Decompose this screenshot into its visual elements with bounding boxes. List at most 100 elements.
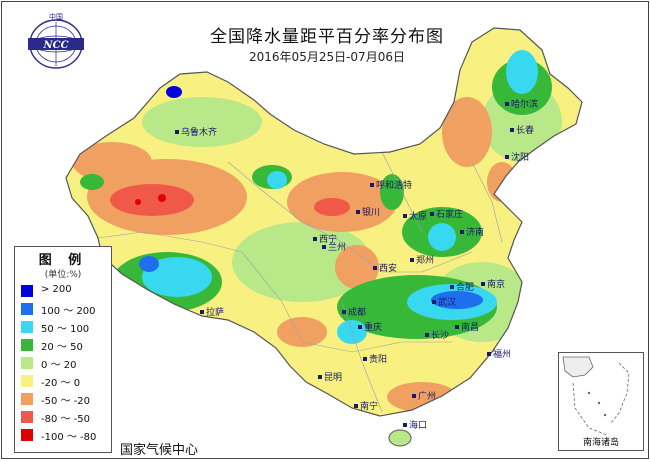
city-label: 福州: [493, 348, 511, 360]
city-label: 呼和浩特: [376, 179, 412, 191]
legend-label: 0 ～ 20: [41, 360, 77, 371]
city-label: 哈尔滨: [511, 98, 538, 110]
legend-label: > 200: [41, 284, 72, 295]
legend-item: 100 ～ 200: [21, 301, 111, 317]
hainan-island: [388, 429, 412, 447]
city-marker: [403, 423, 407, 427]
map-title: 全国降水量距平百分率分布图: [210, 27, 444, 47]
city-marker: [342, 310, 346, 314]
city-marker: [370, 183, 374, 187]
city-marker: [410, 258, 414, 262]
city-marker: [313, 237, 317, 241]
logo-top-text: 中国: [49, 12, 63, 21]
city-marker: [430, 212, 434, 216]
legend-swatch: [21, 303, 33, 315]
legend-swatch: [21, 429, 33, 441]
legend-item: -50 ～ -20: [21, 391, 111, 407]
city-label: 重庆: [364, 321, 382, 333]
legend-swatch: [21, 285, 33, 297]
city-marker: [412, 394, 416, 398]
inset-map: [562, 356, 630, 436]
legend-swatch: [21, 411, 33, 423]
legend-item: 50 ～ 100: [21, 319, 111, 335]
legend-label: -20 ～ 0: [41, 378, 81, 389]
city-marker: [425, 333, 429, 337]
city-label: 石家庄: [436, 208, 463, 220]
legend-item: 0 ～ 20: [21, 355, 111, 371]
city-marker: [200, 310, 204, 314]
anomaly-patches: [72, 50, 562, 412]
city-label: 南昌: [461, 321, 479, 333]
city-marker: [358, 325, 362, 329]
city-label: 武汉: [438, 296, 456, 308]
city-marker: [432, 300, 436, 304]
legend-item: -80 ～ -50: [21, 409, 111, 425]
legend-label: 100 ～ 200: [41, 306, 96, 317]
legend: 图 例 (单位:%) > 200 100 ～ 200 50 ～ 100 20 ～…: [14, 246, 112, 453]
legend-label: -80 ～ -50: [41, 414, 91, 425]
city-label: 南京: [487, 278, 505, 290]
city-label: 沈阳: [511, 151, 529, 163]
city-label: 拉萨: [206, 306, 224, 318]
map-period: 2016年05月25日-07月06日: [249, 50, 405, 64]
city-label: 郑州: [416, 254, 434, 266]
legend-title: 图 例: [38, 253, 88, 268]
city-marker: [363, 357, 367, 361]
legend-label: 20 ～ 50: [41, 342, 83, 353]
legend-swatch: [21, 357, 33, 369]
legend-swatch: [21, 393, 33, 405]
city-marker: [505, 155, 509, 159]
city-label: 西宁: [319, 233, 337, 245]
city-label: 成都: [348, 306, 366, 318]
legend-swatch: [21, 339, 33, 351]
city-label: 长沙: [431, 329, 449, 341]
city-marker: [318, 375, 322, 379]
city-label: 南宁: [360, 400, 378, 412]
city-marker: [487, 352, 491, 356]
legend-item: -100 ～ -80: [21, 427, 111, 443]
country-outline: [65, 27, 583, 417]
city-label: 合肥: [456, 281, 474, 293]
city-label: 西安: [379, 262, 397, 274]
city-marker: [460, 230, 464, 234]
city-label: 太原: [409, 210, 427, 222]
province-boundaries: [97, 151, 503, 413]
city-label: 银川: [362, 206, 380, 218]
south-china-sea-inset: 南海诸岛: [558, 352, 644, 451]
legend-item: -20 ～ 0: [21, 373, 111, 389]
legend-swatch: [21, 375, 33, 387]
city-marker: [481, 282, 485, 286]
city-label: 济南: [466, 226, 484, 238]
city-marker: [356, 210, 360, 214]
city-label: 长春: [516, 124, 534, 136]
inset-label: 南海诸岛: [582, 438, 619, 448]
city-marker: [455, 325, 459, 329]
city-marker: [354, 404, 358, 408]
legend-unit: (单位:%): [44, 270, 82, 280]
logo-initials: NCC: [42, 40, 68, 51]
legend-swatch: [21, 321, 33, 333]
city-label: 海口: [409, 419, 427, 431]
city-marker: [505, 102, 509, 106]
city-label: 乌鲁木齐: [181, 126, 217, 138]
city-label: 广州: [418, 390, 436, 402]
legend-item: > 200: [21, 283, 111, 299]
city-label: 贵阳: [369, 353, 387, 365]
agency-name: 国家气候中心: [120, 443, 199, 458]
city-marker: [322, 245, 326, 249]
legend-label: -50 ～ -20: [41, 396, 91, 407]
city-marker: [403, 214, 407, 218]
city-marker: [450, 285, 454, 289]
city-marker: [510, 128, 514, 132]
city-marker: [175, 130, 179, 134]
city-marker: [373, 266, 377, 270]
ncc-logo: NCC 中国: [28, 12, 84, 69]
legend-item: 20 ～ 50: [21, 337, 111, 353]
legend-label: 50 ～ 100: [41, 324, 90, 335]
city-label: 兰州: [328, 241, 346, 253]
city-label: 昆明: [324, 372, 342, 383]
legend-label: -100 ～ -80: [41, 432, 97, 443]
